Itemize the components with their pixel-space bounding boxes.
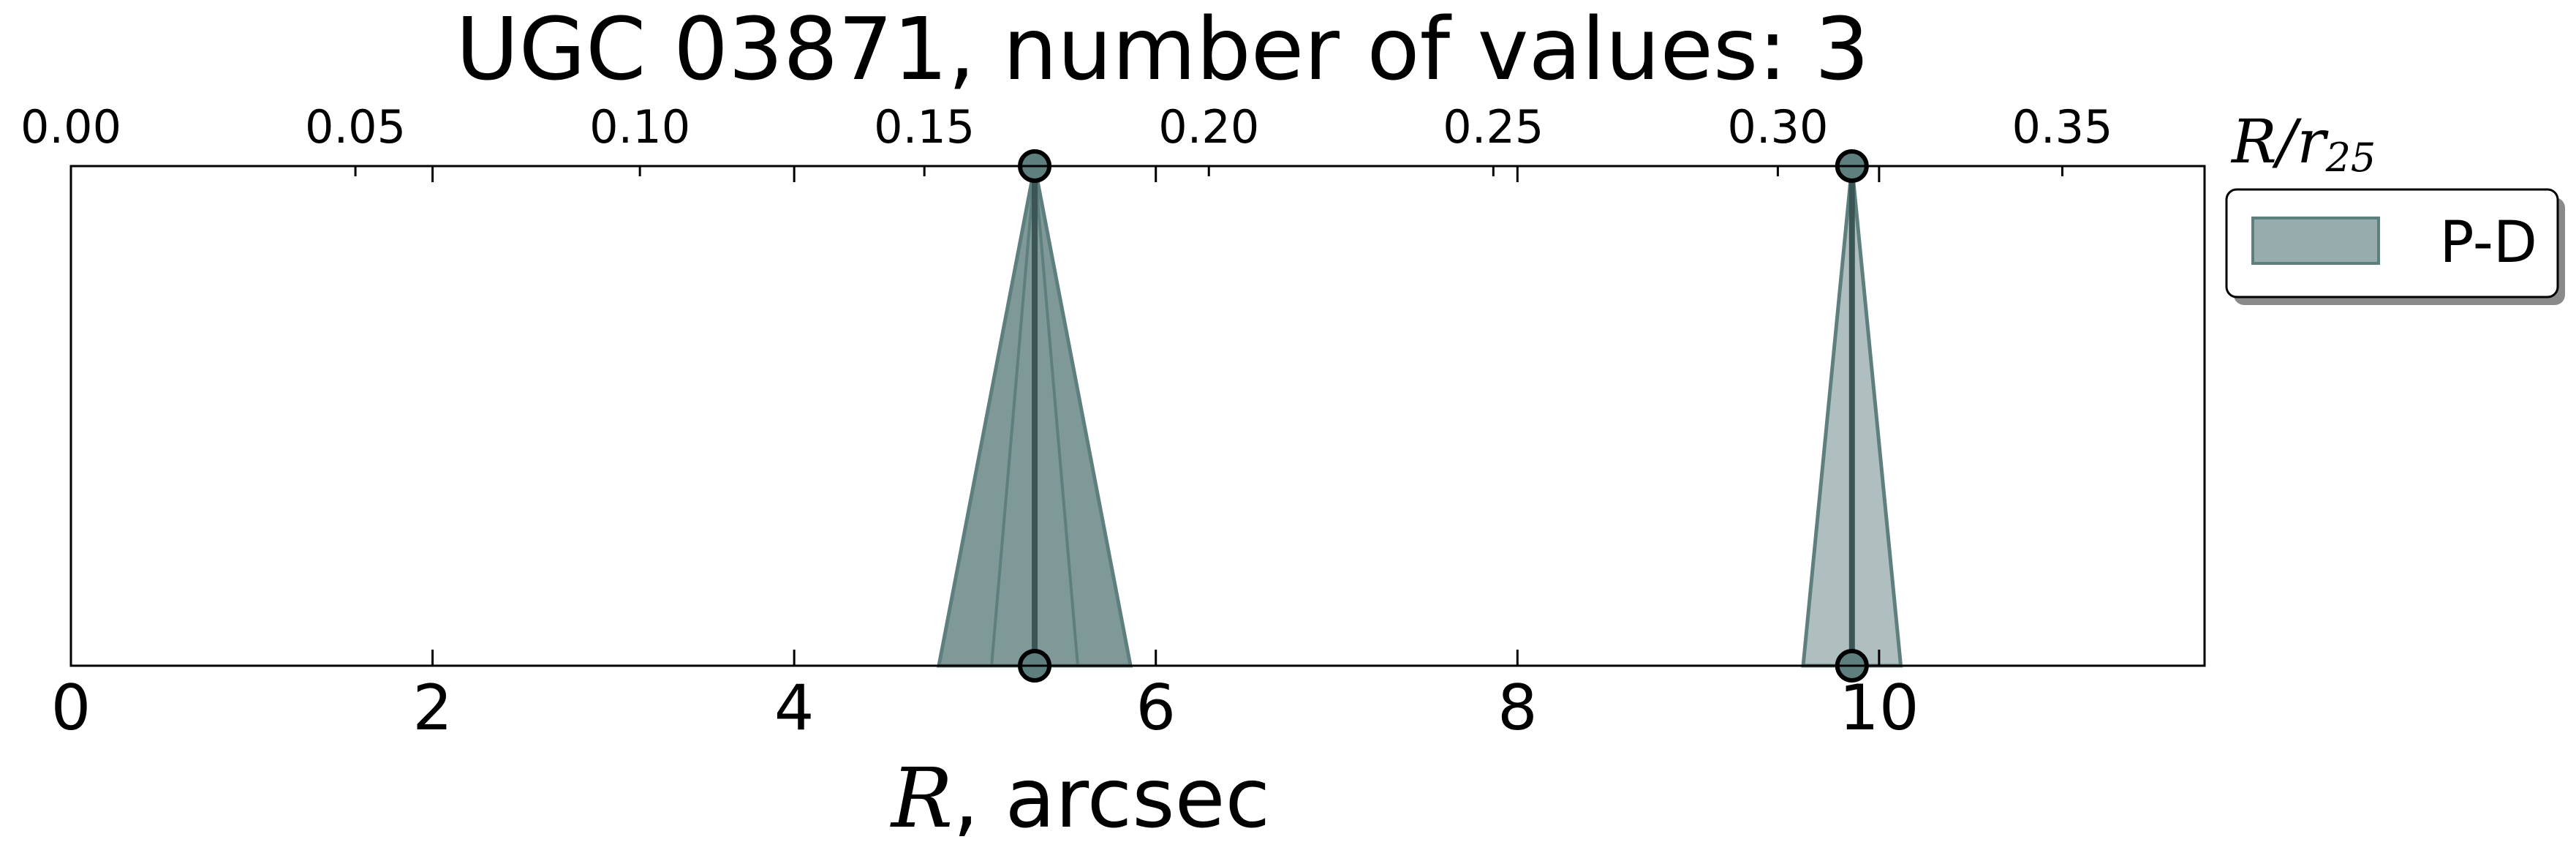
x-axis-label-unit: , arcsec xyxy=(953,751,1270,846)
top-axis-label-subscript: 25 xyxy=(2325,135,2376,181)
bottom-tick-label: 0 xyxy=(51,672,91,745)
bottom-tick-label: 2 xyxy=(412,672,453,745)
bottom-tick-label: 8 xyxy=(1497,672,1538,745)
top-axis-label-symbol: R/r xyxy=(2230,108,2329,177)
bottom-tick-label: 4 xyxy=(774,672,815,745)
legend-label: P-D xyxy=(2439,210,2537,276)
top-axis-ticks: 0.00 0.05 0.10 0.15 0.20 0.25 0.30 0.35 xyxy=(20,100,2112,176)
top-tick-label: 0.35 xyxy=(2012,100,2112,154)
top-tick-label: 0.30 xyxy=(1727,100,1828,154)
top-tick-label: 0.00 xyxy=(20,100,121,154)
legend-box xyxy=(2225,188,2559,298)
top-axis-label: R/r25 xyxy=(2230,108,2376,181)
legend-swatch xyxy=(2251,217,2380,265)
bottom-axis-ticks: 0 2 4 6 8 10 xyxy=(51,166,1919,745)
chart-title: UGC 03871, number of values: 3 xyxy=(456,0,1870,99)
x-axis-label-symbol: R xyxy=(890,751,953,846)
legend: P-D xyxy=(2225,188,2565,305)
bottom-tick-label: 6 xyxy=(1136,672,1176,745)
x-axis-label: R, arcsec xyxy=(890,751,1270,846)
bottom-tick-label: 10 xyxy=(1839,672,1919,745)
plot-frame xyxy=(69,165,2206,667)
top-tick-label: 0.20 xyxy=(1158,100,1259,154)
data-triangles xyxy=(936,149,1903,683)
top-tick-label: 0.25 xyxy=(1443,100,1544,154)
top-tick-label: 0.05 xyxy=(305,100,406,154)
top-tick-label: 0.15 xyxy=(874,100,975,154)
top-tick-label: 0.10 xyxy=(589,100,690,154)
